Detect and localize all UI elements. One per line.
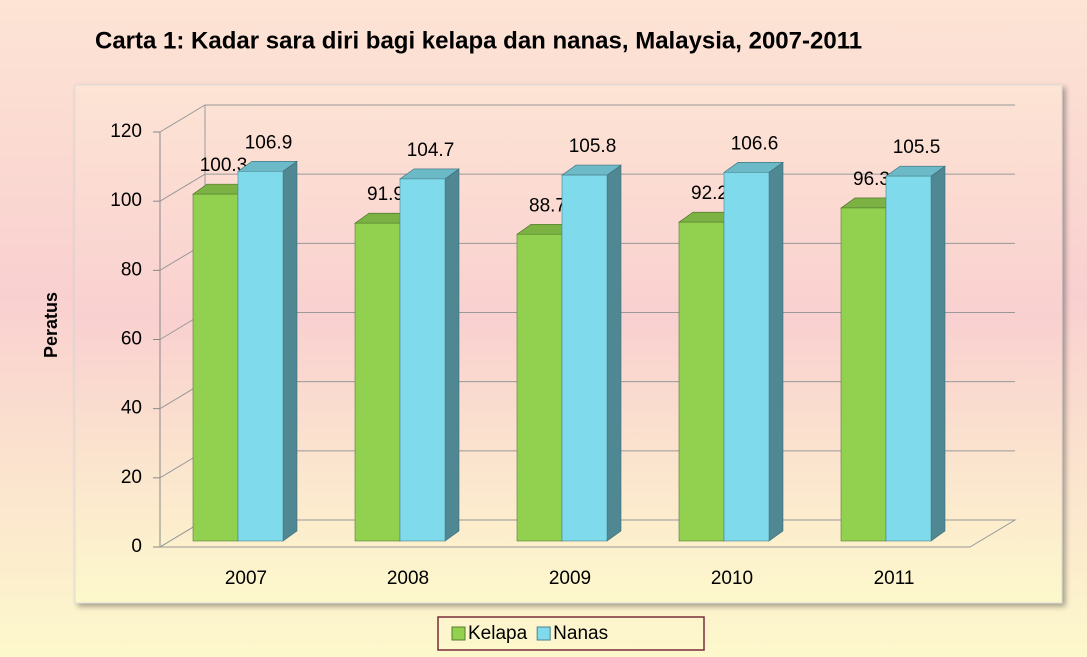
x-tick-label: 2011 (874, 568, 915, 589)
data-label: 105.5 (893, 137, 941, 158)
data-label: 100.3 (200, 155, 248, 176)
data-label: 96.3 (853, 169, 890, 190)
x-tick-label: 2010 (711, 568, 753, 589)
bar (237, 171, 284, 542)
bar (561, 174, 608, 542)
y-tick-label: 20 (121, 467, 142, 488)
bar-side (930, 165, 946, 542)
legend-swatch (536, 626, 551, 641)
y-axis-label: Peratus (41, 292, 61, 358)
bar (723, 172, 770, 542)
bar-side (444, 168, 460, 542)
bar-side (606, 164, 622, 542)
data-label: 106.6 (731, 133, 779, 154)
data-label: 106.9 (245, 132, 293, 153)
legend-label: Nanas (553, 623, 608, 644)
data-label: 105.8 (569, 136, 617, 157)
bar (192, 193, 239, 542)
y-tick-label: 120 (110, 121, 142, 142)
bar (354, 222, 401, 542)
bar-side (282, 160, 298, 542)
y-tick-label: 0 (131, 536, 142, 557)
data-label: 92.2 (691, 183, 728, 204)
y-tick-label: 40 (121, 398, 142, 419)
bar (516, 233, 563, 542)
grid-line (159, 104, 1015, 133)
bar (840, 207, 887, 542)
legend-label: Kelapa (468, 623, 528, 644)
x-tick-label: 2007 (225, 568, 267, 589)
bar-side (768, 161, 784, 542)
y-tick-label: 100 (110, 190, 142, 211)
bar (399, 178, 446, 542)
x-tick-label: 2009 (549, 568, 591, 589)
bar (678, 221, 725, 542)
data-label: 88.7 (529, 195, 566, 216)
legend: Kelapa Nanas (437, 616, 705, 651)
legend-swatch (451, 626, 466, 641)
data-label: 104.7 (407, 140, 455, 161)
data-label: 91.9 (367, 184, 404, 205)
y-tick-label: 80 (121, 259, 142, 280)
bar (885, 175, 932, 542)
chart-title: Carta 1: Kadar sara diri bagi kelapa dan… (95, 27, 862, 54)
y-tick-label: 60 (121, 329, 142, 350)
x-tick-label: 2008 (387, 568, 429, 589)
legend-box (437, 616, 705, 651)
